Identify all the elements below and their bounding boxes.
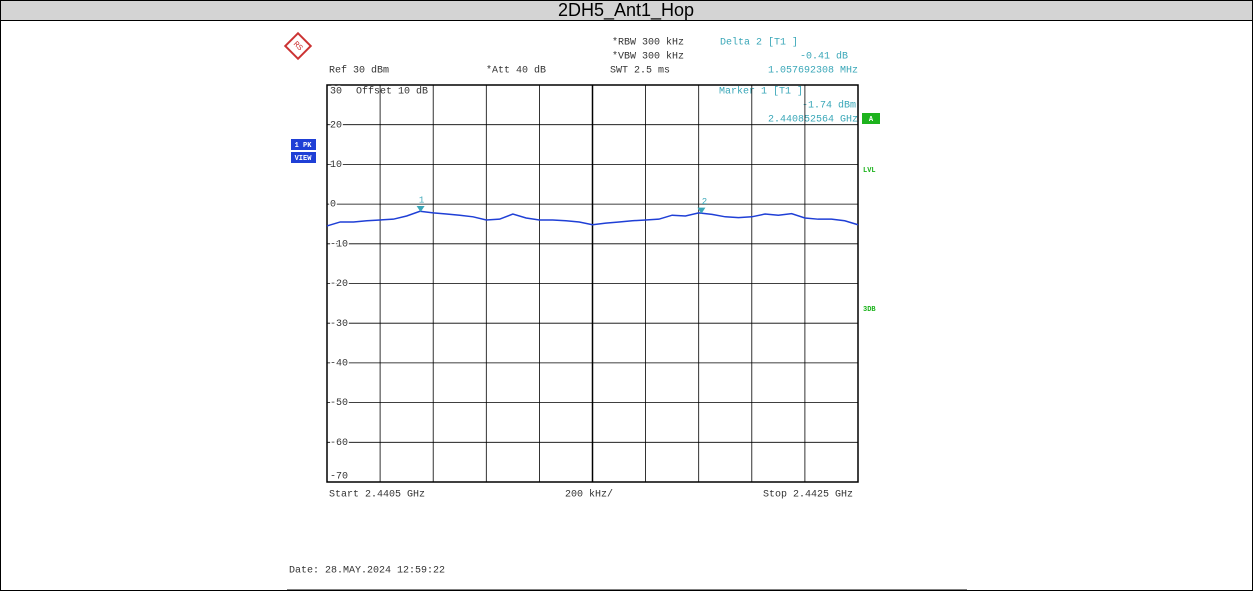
swt: SWT 2.5 ms bbox=[610, 66, 670, 77]
stop: Stop 2.4425 GHz bbox=[763, 490, 853, 501]
trace-box bbox=[291, 152, 316, 163]
trace bbox=[326, 210, 859, 227]
side-label: LVL bbox=[863, 167, 876, 175]
start: Start 2.4405 GHz bbox=[329, 490, 425, 501]
marker-title: Marker 1 [T1 ] bbox=[719, 86, 803, 98]
y-tick-label: -10 bbox=[330, 239, 348, 250]
a-box bbox=[862, 113, 880, 124]
y-tick-label: 0 bbox=[330, 200, 336, 211]
span: 200 kHz/ bbox=[565, 489, 613, 501]
marker bbox=[697, 207, 706, 214]
marker-label: 1 bbox=[419, 195, 424, 205]
trace-box bbox=[291, 139, 316, 150]
title-bar bbox=[1, 1, 1252, 20]
side-label: 3DB bbox=[863, 306, 876, 314]
vbw: *VBW 300 kHz bbox=[612, 51, 684, 63]
y-tick-label: -60 bbox=[330, 438, 348, 449]
marker bbox=[416, 206, 425, 213]
marker-label: 2 bbox=[702, 197, 707, 207]
chart-title: 2DH5_Ant1_Hop bbox=[558, 0, 694, 21]
y-tick-label: -30 bbox=[330, 319, 348, 330]
y-tick-label: -40 bbox=[330, 359, 348, 370]
y-tick-label: 10 bbox=[330, 160, 342, 171]
delta-freq: 1.057692308 MHz bbox=[768, 66, 858, 77]
marker-freq: 2.440852564 GHz bbox=[768, 115, 858, 126]
side-label: A bbox=[869, 116, 874, 124]
y-tick-label: 20 bbox=[330, 120, 342, 131]
y-tick-label: -70 bbox=[330, 472, 348, 483]
marker-level: -1.74 dBm bbox=[802, 100, 856, 112]
y-tick-label: 30 bbox=[330, 87, 342, 98]
att: *Att 40 dB bbox=[486, 65, 546, 77]
delta-title: Delta 2 [T1 ] bbox=[720, 37, 798, 49]
offset: Offset 10 dB bbox=[356, 86, 428, 98]
ref: Ref 30 dBm bbox=[329, 65, 389, 77]
logo: RS bbox=[283, 31, 313, 61]
trace-label: 1 PK bbox=[295, 142, 313, 150]
y-tick-label: -20 bbox=[330, 279, 348, 290]
y-tick-label: -50 bbox=[330, 398, 348, 409]
trace-label: VIEW bbox=[295, 155, 313, 163]
rbw: *RBW 300 kHz bbox=[612, 37, 684, 49]
date: Date: 28.MAY.2024 12:59:22 bbox=[289, 566, 445, 577]
delta-level: -0.41 dB bbox=[800, 51, 848, 63]
